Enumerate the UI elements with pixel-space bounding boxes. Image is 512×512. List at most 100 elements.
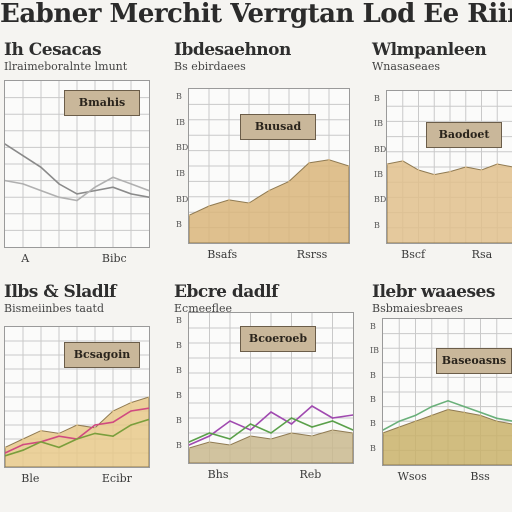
data-point [5,446,6,449]
y-tick-label: B [176,441,182,450]
y-tick-label: B [370,322,376,331]
data-point [463,405,466,408]
data-point [288,180,290,183]
chart-svg [189,313,353,463]
data-point [208,441,211,443]
data-point [311,426,313,428]
y-tick-label: B [374,220,380,230]
x-tick-label: Rsrss [296,248,328,261]
data-point [189,441,190,443]
data-point [22,183,24,185]
data-point [249,423,252,425]
data-point [290,423,293,425]
x-tick-label: Bsafs [207,248,238,261]
data-point [112,421,114,423]
data-point [58,196,60,198]
data-point [383,432,384,434]
y-tick-label: IB [374,119,384,129]
data-point [40,166,42,169]
data-point [398,420,401,422]
data-point [229,444,231,446]
y-tick-label: B [370,370,376,380]
data-point [414,420,417,422]
data-point [94,189,96,192]
data-point [5,179,6,182]
area-series-1 [5,396,149,467]
x-tick-label: A [21,252,30,265]
data-point [290,417,293,419]
chart-title: Ebcre dadlf [174,282,278,302]
data-point [76,199,78,202]
data-point [331,429,334,431]
data-point [208,205,210,207]
chart-label-box: Bcoeroeb [240,326,316,352]
data-point [58,183,60,185]
data-point [311,405,313,407]
y-tick-label: B [176,341,182,350]
chart-subtitle: Bismeiinbes taatd [4,302,104,315]
chart-label-box: Bmahis [64,90,140,116]
data-point [94,432,96,435]
data-point [40,441,42,443]
data-point [94,186,96,189]
chart-label-box: Bcsagoin [64,342,140,368]
y-tick-label: IB [374,170,384,179]
chart-label-box: Baseoasns [436,348,512,374]
x-tick-label: Bhs [207,468,229,481]
data-point [40,189,42,192]
plot-area [386,90,512,244]
data-point [328,159,330,161]
chart-subtitle: Ecmeeflee [174,302,232,315]
chart-title: Ih Cesacas [4,40,102,60]
area-series-1 [387,160,512,243]
data-point [58,432,60,435]
data-point [22,154,24,157]
x-tick-label: Wsos [397,470,427,483]
data-point [479,411,482,414]
data-point [208,435,211,437]
chart-subtitle: Bsbmaiesbreaes [372,302,463,315]
y-tick-label: B [370,419,376,429]
y-tick-label: IB [176,117,186,127]
data-point [447,408,449,411]
data-point [130,410,132,412]
data-point [148,407,149,409]
data-point [148,396,149,398]
chart-panel-3: Wlmpanleen Wnasaseaes Baodoet B IB BD IB BD B Bsc… [368,40,512,272]
y-tick-label: B [176,416,182,425]
y-tick-label: IB [370,346,380,356]
data-point [130,193,132,195]
data-point [76,438,78,440]
chart-panel-1: Ih Cesacas Ilraimeboralnte lmunt Bmahis A Bi… [0,40,152,276]
data-point [479,414,482,417]
data-point [401,160,404,162]
data-point [112,410,114,412]
y-tick-label: B [176,366,182,375]
data-point [58,446,60,449]
chart-subtitle: Wnasaseaes [372,60,441,73]
data-point [22,438,24,440]
data-point [433,173,436,176]
chart-subtitle: Ilraimeboralnte lmunt [4,60,128,73]
chart-panel-5: Ebcre dadlf Ecmeeflee Bcoeroeb B B B B B B Bhs Reb [170,282,356,492]
data-point [383,429,384,431]
data-point [290,432,293,434]
chart-panel-6: Ilebr waaeses Bsbmaiesbreaes Baseoasns B IB B… [368,282,512,494]
data-point [463,411,466,414]
chart-title: Ilbs & Sladlf [4,282,116,302]
data-point [398,426,401,428]
chart-svg [189,89,349,243]
chart-subtitle: Bs ebirdaees [174,60,246,73]
data-point [22,449,24,451]
data-point [5,455,6,457]
data-point [249,435,252,437]
plot-area [188,312,354,464]
data-point [495,420,498,422]
data-point [308,162,310,164]
data-point [76,424,78,426]
data-point [417,169,420,171]
chart-panel-2: Ibdesaehnon Bs ebirdaees Buusad B IB BD IB BD B B… [170,40,352,272]
area-series-1 [189,159,349,243]
y-tick-label: B [176,220,182,230]
area-series-1 [189,429,353,463]
